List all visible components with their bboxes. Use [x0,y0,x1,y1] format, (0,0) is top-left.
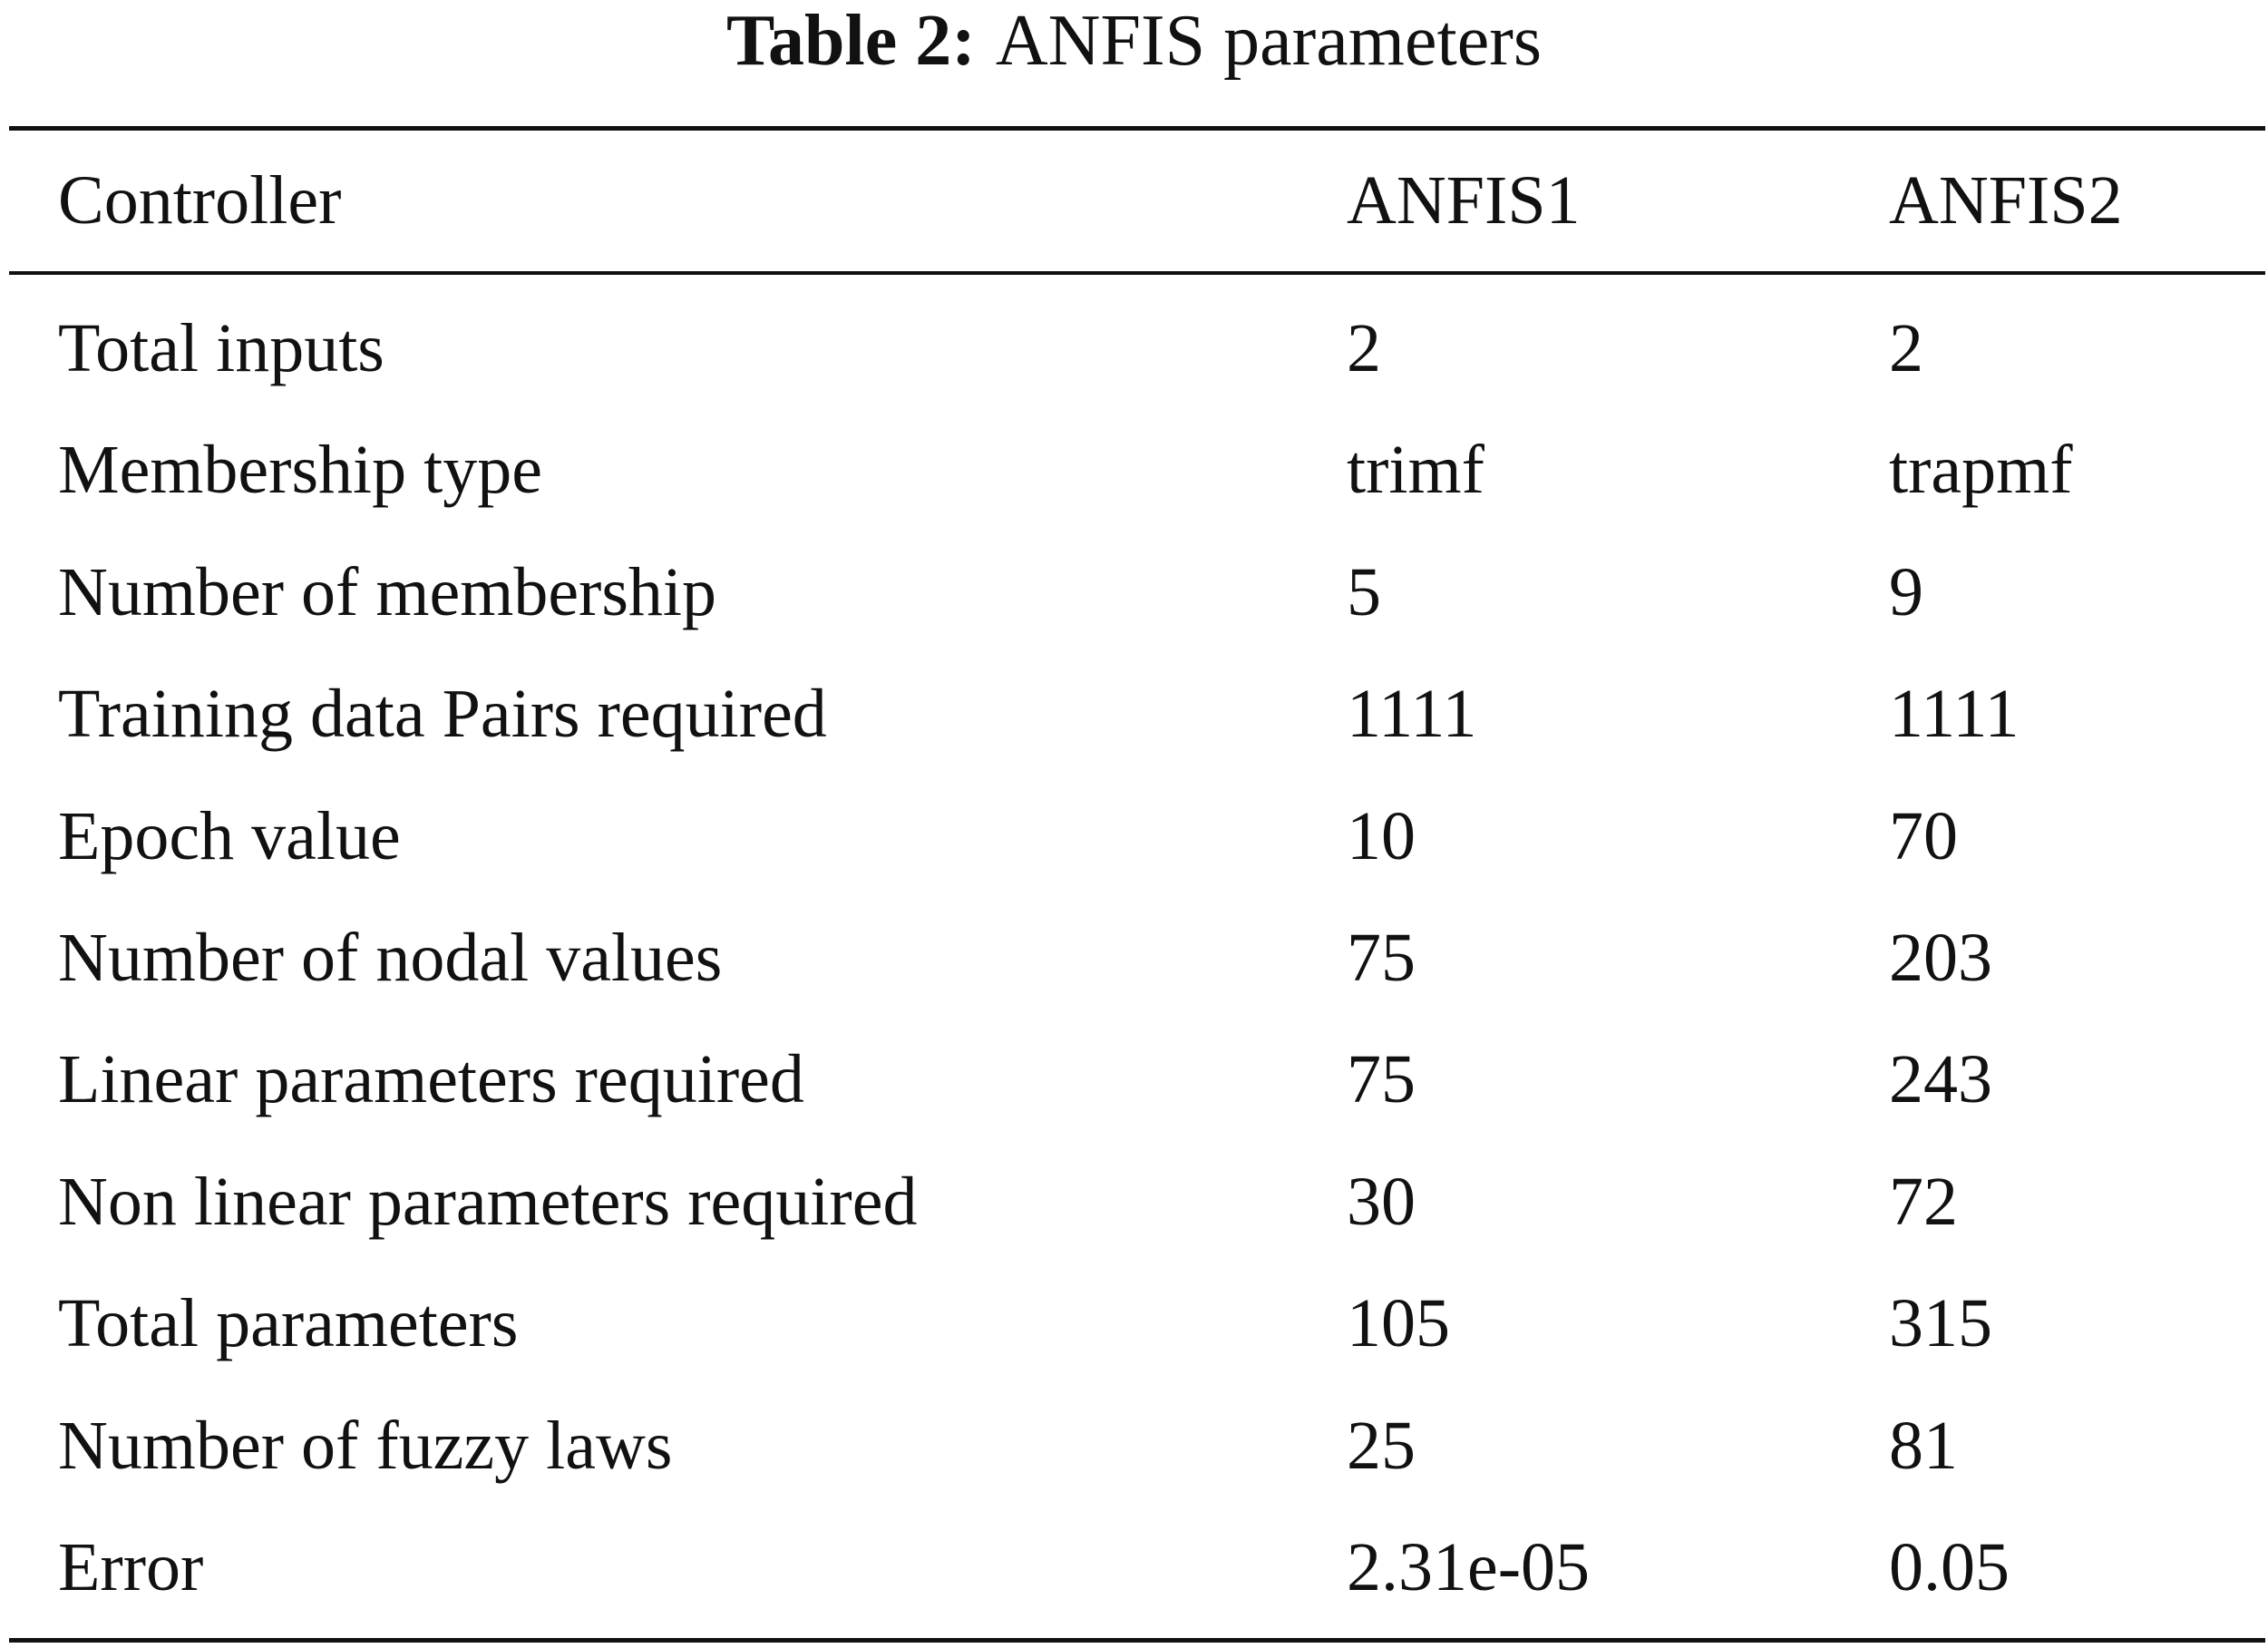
row-label: Error [58,1529,204,1605]
header-rule [9,271,2265,275]
table-cell: 105 [1347,1285,1450,1362]
header-cell: ANFIS2 [1889,162,2123,239]
top-rule [9,126,2265,131]
table-cell: 70 [1889,797,1958,874]
table-cell: 81 [1889,1407,1958,1484]
row-label: Total parameters [58,1285,519,1362]
table-cell: 2 [1889,310,1923,386]
row-label: Non linear parameters required [58,1163,918,1240]
row-label: Epoch value [58,797,401,874]
table-cell: 0.05 [1889,1529,2010,1605]
bottom-rule [9,1638,2265,1643]
table-caption: Table 2: ANFIS parameters [0,5,2268,77]
table-cell: 1111 [1347,676,1477,753]
table-cell: 30 [1347,1163,1416,1240]
row-label: Number of membership [58,553,717,630]
table-cell: 2.31e-05 [1347,1529,1591,1605]
table-cell: 203 [1889,920,1992,996]
row-label: Linear parameters required [58,1041,804,1118]
table-cell: 243 [1889,1041,1992,1118]
table-cell: 315 [1889,1285,1992,1362]
row-label: Membership type [58,432,543,509]
row-label: Training data Pairs required [58,676,827,753]
table-cell: 72 [1889,1163,1958,1240]
header-cell: ANFIS1 [1347,162,1581,239]
table-cell: 25 [1347,1407,1416,1484]
row-label: Number of nodal values [58,920,723,996]
table-cell: 2 [1347,310,1381,386]
table-cell: 10 [1347,797,1416,874]
caption-label: Table 2: [726,1,976,81]
header-cell: Controller [58,162,342,239]
table-cell: 5 [1347,553,1381,630]
table-cell: trimf [1347,432,1484,509]
row-label: Total inputs [58,310,384,386]
table-cell: 1111 [1889,676,2020,753]
table-cell: trapmf [1889,432,2073,509]
row-label: Number of fuzzy laws [58,1407,673,1484]
table-cell: 75 [1347,1041,1416,1118]
table-cell: 75 [1347,920,1416,996]
caption-text: ANFIS parameters [995,1,1542,81]
table-cell: 9 [1889,553,1923,630]
